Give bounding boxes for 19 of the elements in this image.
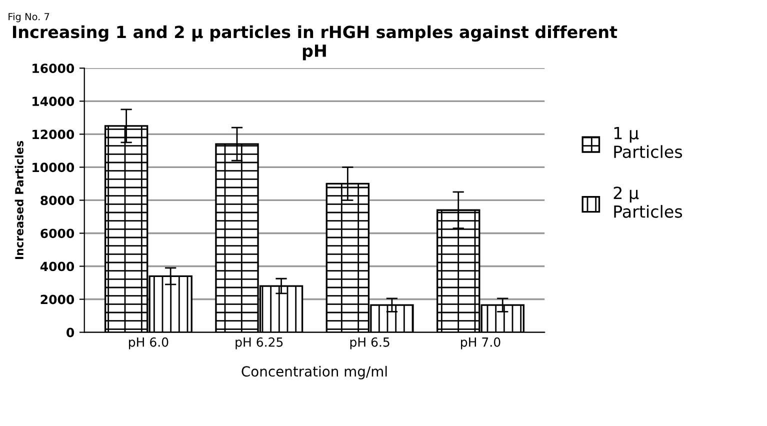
chart-title: Increasing 1 and 2 µ particles in rHGH samples against different pH [12,25,618,60]
legend-label: 2 µ Particles [614,186,682,218]
y-tick-label: 8000 [40,196,74,206]
y-tick-label: 12000 [32,130,74,140]
x-tick-label: pH 7.0 [461,337,500,350]
x-axis-title: Concentration mg/ml [242,366,387,380]
y-tick-label: 0 [66,328,74,338]
x-tick-label: pH 6.5 [350,337,390,350]
y-axis-title: Increased Particles [14,140,24,260]
y-tick-label: 14000 [32,96,74,106]
x-tick-label: pH 6.25 [236,337,283,350]
y-tick-label: 4000 [40,262,74,272]
y-tick-label: 2000 [40,294,74,304]
y-tick-label: 16000 [32,64,74,74]
x-tick-label: pH 6.0 [128,337,168,350]
y-tick-label: 10000 [32,162,74,172]
text: Fig No. 7 [8,12,50,22]
legend-label: 1 µ Particles [614,127,682,158]
y-tick-label: 6000 [40,228,74,238]
